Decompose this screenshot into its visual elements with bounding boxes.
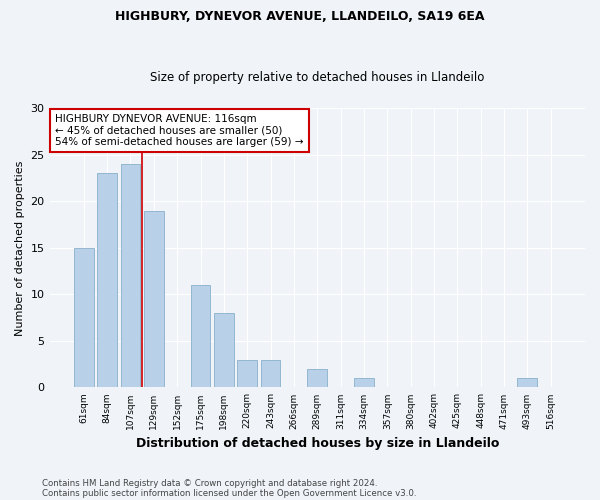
Bar xyxy=(307,369,327,388)
Bar xyxy=(214,313,234,388)
Bar xyxy=(354,378,374,388)
Bar xyxy=(74,248,94,388)
Bar xyxy=(517,378,538,388)
Title: Size of property relative to detached houses in Llandeilo: Size of property relative to detached ho… xyxy=(150,70,484,84)
Text: HIGHBURY, DYNEVOR AVENUE, LLANDEILO, SA19 6EA: HIGHBURY, DYNEVOR AVENUE, LLANDEILO, SA1… xyxy=(115,10,485,23)
Text: Contains public sector information licensed under the Open Government Licence v3: Contains public sector information licen… xyxy=(42,488,416,498)
Y-axis label: Number of detached properties: Number of detached properties xyxy=(15,160,25,336)
Bar xyxy=(144,210,164,388)
Bar xyxy=(97,174,117,388)
Bar xyxy=(121,164,140,388)
Bar xyxy=(238,360,257,388)
Bar xyxy=(260,360,280,388)
Bar xyxy=(191,285,211,388)
Text: Contains HM Land Registry data © Crown copyright and database right 2024.: Contains HM Land Registry data © Crown c… xyxy=(42,478,377,488)
Text: HIGHBURY DYNEVOR AVENUE: 116sqm
← 45% of detached houses are smaller (50)
54% of: HIGHBURY DYNEVOR AVENUE: 116sqm ← 45% of… xyxy=(55,114,304,147)
X-axis label: Distribution of detached houses by size in Llandeilo: Distribution of detached houses by size … xyxy=(136,437,499,450)
